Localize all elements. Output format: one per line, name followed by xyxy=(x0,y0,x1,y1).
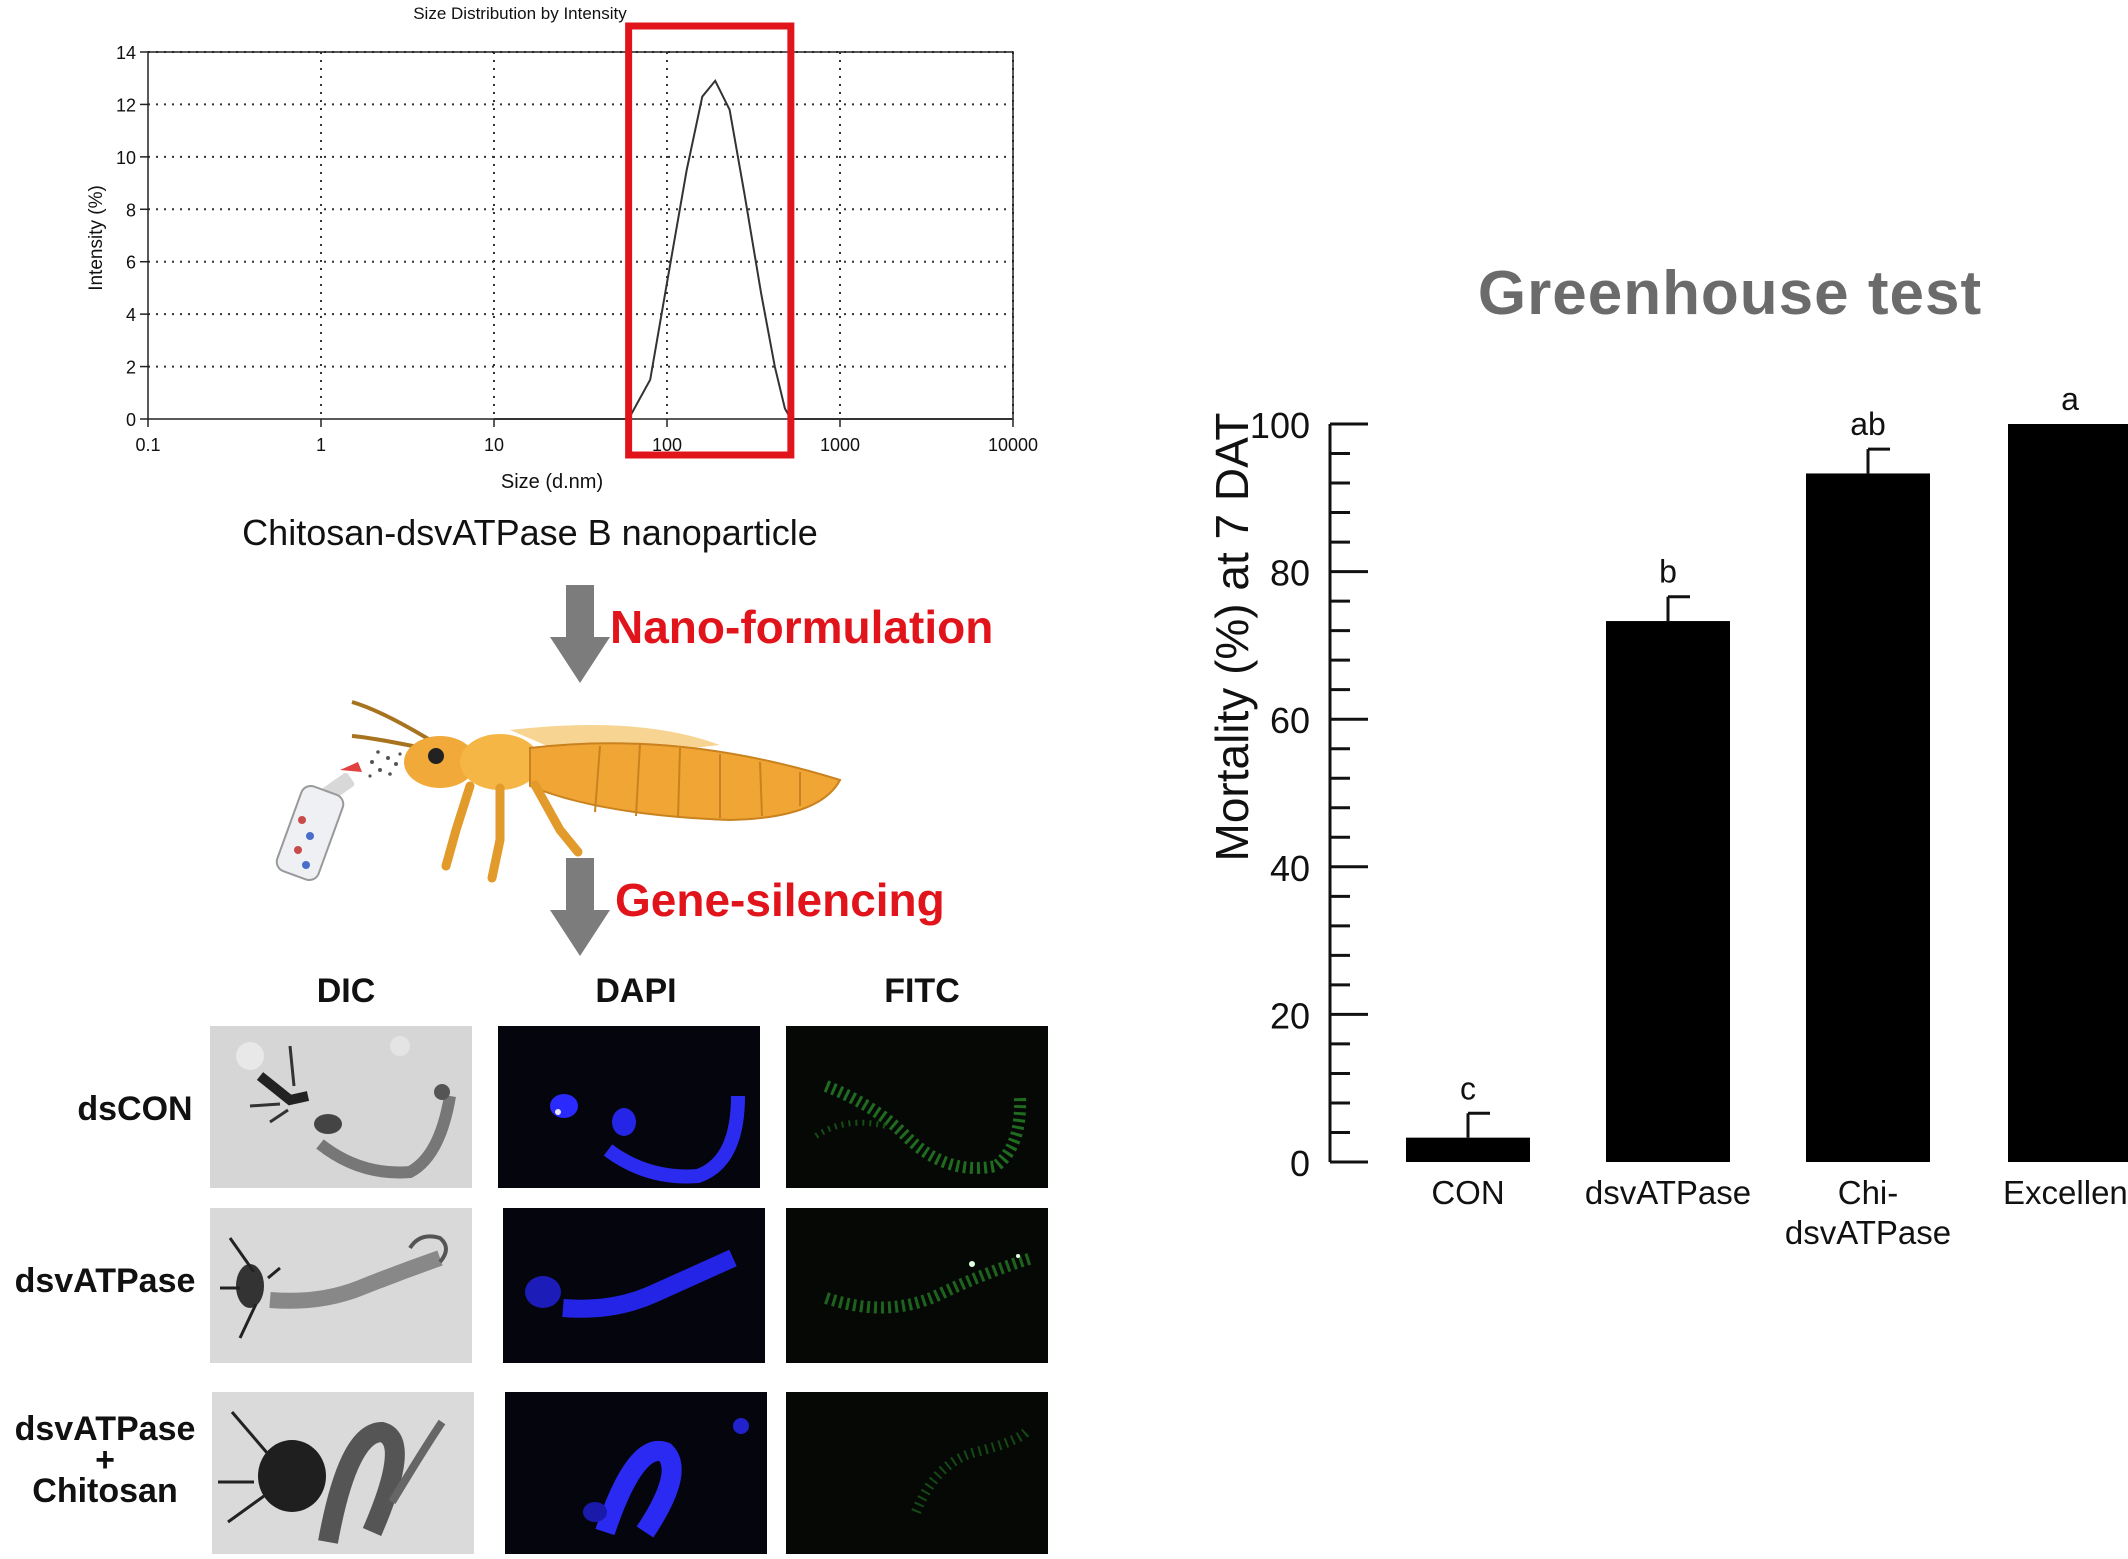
column-header-dapi: DAPI xyxy=(595,972,677,1010)
gh-y-tick-label: 100 xyxy=(1250,405,1310,446)
micrograph-dic-dsvatpase xyxy=(210,1208,472,1363)
gh-bars: c b ab a xyxy=(1406,381,2128,1162)
gh-y-tick-label: 40 xyxy=(1270,848,1310,889)
thrips-icon xyxy=(351,700,842,883)
thrips-spray-illustration xyxy=(275,700,842,883)
dls-x-tick-label: 1 xyxy=(316,435,326,455)
micrograph-dapi-dsvatpase xyxy=(503,1208,765,1363)
dls-y-tick-label: 2 xyxy=(126,358,136,378)
gh-y-tick-label: 20 xyxy=(1270,995,1310,1036)
gh-significance-label: b xyxy=(1659,554,1677,590)
gh-y-axis-label: Mortality (%) at 7 DAT xyxy=(1206,413,1258,862)
dls-x-tick-label: 100 xyxy=(652,435,682,455)
gh-y-tick-label: 0 xyxy=(1290,1143,1310,1184)
dls-x-tick-label: 10000 xyxy=(988,435,1038,455)
dls-y-tick-label: 0 xyxy=(126,410,136,430)
greenhouse-chart-title: Greenhouse test xyxy=(1477,259,1983,328)
row-label-dscon: dsCON xyxy=(77,1090,193,1128)
step-nano-formulation: Nano-formulation xyxy=(610,601,994,653)
step-gene-silencing: Gene-silencing xyxy=(615,874,945,926)
gh-category-label: dsvATPase xyxy=(1585,1174,1751,1211)
dls-x-tick-label: 10 xyxy=(484,435,504,455)
gh-category-label: Chi- xyxy=(1838,1174,1899,1211)
micrograph-dic-dscon xyxy=(210,1026,472,1188)
micrograph-fitc-dsvatpase-chitosan xyxy=(786,1392,1048,1554)
dls-x-axis-label: Size (d.nm) xyxy=(501,471,603,493)
nanoparticle-caption: Chitosan-dsvATPase B nanoparticle xyxy=(242,512,818,553)
micrograph-fitc-dsvatpase xyxy=(786,1208,1048,1363)
micrograph-fitc-dscon xyxy=(786,1026,1048,1188)
gh-y-tick-label: 80 xyxy=(1270,553,1310,594)
down-arrow-icon xyxy=(550,585,610,683)
gh-significance-label: c xyxy=(1460,1070,1476,1106)
gh-bar xyxy=(1406,1137,1530,1162)
micrograph-dic-dsvatpase-chitosan xyxy=(212,1392,474,1554)
gh-significance-label: ab xyxy=(1850,406,1886,442)
dls-y-tick-label: 6 xyxy=(126,253,136,273)
dls-x-tick-label: 1000 xyxy=(820,435,860,455)
gh-bar xyxy=(2008,424,2128,1162)
row-label-dsvatpase-chitosan: dsvATPase + Chitosan xyxy=(14,1410,196,1510)
dls-y-ticks: 0 2 4 6 8 10 12 14 xyxy=(116,43,148,430)
spray-mist xyxy=(368,750,402,778)
dls-y-tick-label: 10 xyxy=(116,148,136,168)
gh-bar xyxy=(1606,621,1730,1162)
dls-y-tick-label: 12 xyxy=(116,95,136,115)
gh-category-label: CON xyxy=(1431,1174,1504,1211)
spray-bottle-icon xyxy=(275,762,362,881)
micrograph-dapi-dsvatpase-chitosan xyxy=(505,1392,767,1554)
column-header-dic: DIC xyxy=(316,972,376,1010)
gh-bar xyxy=(1806,473,1930,1162)
down-arrow-icon xyxy=(550,858,610,956)
dls-y-tick-label: 14 xyxy=(116,43,136,63)
dls-x-ticks: 0.1 1 10 100 1000 10000 xyxy=(135,419,1038,455)
dls-intensity-curve xyxy=(494,78,1013,420)
gh-y-axis: 0 20 40 60 80 100 xyxy=(1250,405,1368,1184)
micrograph-dapi-dscon xyxy=(498,1026,760,1188)
gh-category-label: dsvATPase xyxy=(1785,1214,1951,1251)
dls-x-tick-label: 0.1 xyxy=(135,435,160,455)
dls-plot-frame xyxy=(147,51,1014,420)
gh-significance-label: a xyxy=(2061,381,2079,417)
dls-highlight-box xyxy=(625,22,795,459)
dls-chart-title: Size Distribution by Intensity xyxy=(413,4,627,23)
dls-y-tick-label: 8 xyxy=(126,200,136,220)
dls-chart: 0 2 4 6 8 10 12 14 0.1 1 10 100 1000 10000 Size (d.n… xyxy=(86,22,1038,493)
gh-category-label: Excellent xyxy=(2003,1174,2128,1211)
dls-y-axis-label: Intensity (%) xyxy=(86,185,107,291)
dls-grid xyxy=(148,51,1014,419)
gh-y-tick-label: 60 xyxy=(1270,700,1310,741)
row-label-dsvatpase: dsvATPase xyxy=(14,1262,196,1300)
column-header-fitc: FITC xyxy=(884,972,960,1010)
dls-y-tick-label: 4 xyxy=(126,305,136,325)
